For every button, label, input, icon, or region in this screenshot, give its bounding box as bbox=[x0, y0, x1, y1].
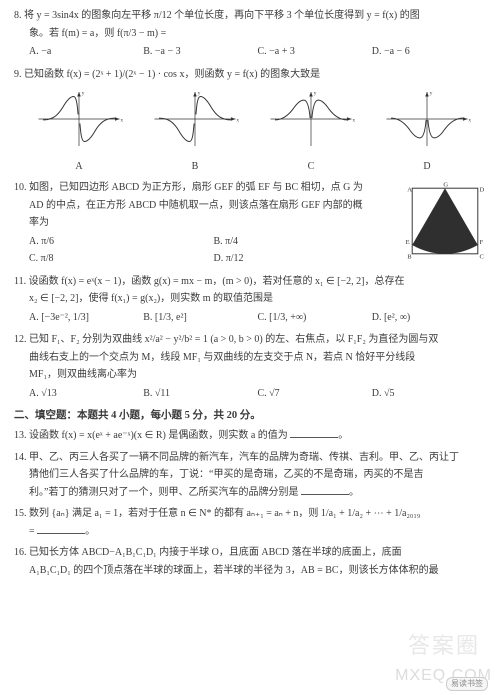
section-2-heading: 二、填空题：本题共 4 小题，每小题 5 分，共 20 分。 bbox=[14, 408, 486, 424]
q13-blank bbox=[290, 428, 338, 438]
q11-opt-d: D. [e², ∞) bbox=[372, 309, 486, 327]
q13-stem: 13. 设函数 f(x) = x(eˣ + ae⁻ˣ)(x ∈ R) 是偶函数，… bbox=[14, 430, 288, 441]
question-8: 8. 将 y = 3sin4x 的图象向左平移 π/12 个单位长度，再向下平移… bbox=[14, 8, 486, 61]
q11-stem-l2: x₂ ∈ [−2, 2]，使得 f(x₁) = g(x₂)，则实数 m 的取值范… bbox=[14, 291, 486, 307]
q9-graph-b: x y B bbox=[140, 86, 250, 174]
q15-l2: = 。 bbox=[14, 524, 486, 540]
q10-options: A. π/6 B. π/4 C. π/8 D. π/12 bbox=[29, 233, 398, 268]
q12-opt-a: A. √13 bbox=[29, 385, 143, 403]
q9-graph-row: x y A x y B bbox=[24, 86, 482, 174]
q10-opt-b: B. π/4 bbox=[214, 233, 399, 251]
q10-stem-l2: AD 的中点，在正方形 ABCD 中随机取一点，则该点落在扇形 GEF 内部的概 bbox=[14, 198, 398, 214]
q12-opt-c: C. √7 bbox=[258, 385, 372, 403]
svg-text:y: y bbox=[430, 91, 433, 97]
q16-l2: A₁B₁C₁D₁ 的四个顶点落在半球的球面上，若半球的半径为 3，AB = BC… bbox=[14, 563, 486, 579]
q9-graph-b-svg: x y bbox=[150, 86, 240, 152]
footer-badge: 易读书签 bbox=[446, 677, 488, 691]
q10-figure-svg: A G D B C E F bbox=[404, 180, 486, 262]
q9-graph-a-svg: x y bbox=[34, 86, 124, 152]
q10-opt-c: C. π/8 bbox=[29, 250, 214, 268]
svg-text:x: x bbox=[236, 118, 239, 124]
q15-blank bbox=[37, 524, 85, 534]
q8-opt-a: A. −a bbox=[29, 43, 143, 61]
q11-stem-l1: 11. 设函数 f(x) = eˣ(x − 1)，函数 g(x) = mx − … bbox=[14, 274, 486, 290]
q10-opt-a: A. π/6 bbox=[29, 233, 214, 251]
question-13: 13. 设函数 f(x) = x(eˣ + ae⁻ˣ)(x ∈ R) 是偶函数，… bbox=[14, 428, 486, 444]
q15-l2-text: = bbox=[29, 526, 35, 537]
q9-graph-d: x y D bbox=[372, 86, 482, 174]
q11-opt-c: C. [1/3, +∞) bbox=[258, 309, 372, 327]
q8-stem-line2: 象。若 f(m) = a，则 f(π/3 − m) = bbox=[14, 26, 486, 42]
svg-text:x: x bbox=[352, 118, 355, 124]
svg-text:G: G bbox=[443, 182, 448, 189]
q9-label-a: A bbox=[24, 159, 134, 175]
q9-graph-d-svg: x y bbox=[382, 86, 472, 152]
q11-options: A. [−3e⁻², 1/3] B. [1/3, e²] C. [1/3, +∞… bbox=[29, 309, 486, 327]
q9-graph-c-svg: x y bbox=[266, 86, 356, 152]
q12-options: A. √13 B. √11 C. √7 D. √5 bbox=[29, 385, 486, 403]
q10-stem-l1: 10. 如图，已知四边形 ABCD 为正方形，扇形 GEF 的弧 EF 与 BC… bbox=[14, 180, 398, 196]
question-16: 16. 已知长方体 ABCD−A₁B₁C₁D₁ 内接于半球 O，且底面 ABCD… bbox=[14, 545, 486, 578]
q11-opt-a: A. [−3e⁻², 1/3] bbox=[29, 309, 143, 327]
q12-opt-b: B. √11 bbox=[143, 385, 257, 403]
q8-opt-d: D. −a − 6 bbox=[372, 43, 486, 61]
q10-opt-d: D. π/12 bbox=[214, 250, 399, 268]
q8-opt-b: B. −a − 3 bbox=[143, 43, 257, 61]
q9-label-d: D bbox=[372, 159, 482, 175]
svg-text:E: E bbox=[406, 239, 410, 246]
svg-text:x: x bbox=[120, 118, 123, 124]
q16-l1: 16. 已知长方体 ABCD−A₁B₁C₁D₁ 内接于半球 O，且底面 ABCD… bbox=[14, 545, 486, 561]
svg-text:y: y bbox=[82, 91, 85, 97]
svg-text:y: y bbox=[314, 91, 317, 97]
svg-text:y: y bbox=[198, 91, 201, 97]
q9-graph-a: x y A bbox=[24, 86, 134, 174]
question-9: 9. 已知函数 f(x) = (2ˣ + 1)/(2ˣ − 1) · cos x… bbox=[14, 67, 486, 175]
svg-text:B: B bbox=[407, 254, 412, 261]
q10-stem-l3: 率为 bbox=[14, 215, 398, 231]
q12-stem-l2: 曲线右支上的一个交点为 M，线段 MF₁ 与双曲线的左支交于点 N，若点 N 恰… bbox=[14, 350, 486, 366]
q9-label-c: C bbox=[256, 159, 366, 175]
q12-opt-d: D. √5 bbox=[372, 385, 486, 403]
q10-figure: A G D B C E F bbox=[404, 180, 486, 268]
q14-l3-text: 利。”若丁的猜测只对了一个，则甲、乙所买汽车的品牌分别是 bbox=[29, 487, 298, 498]
watermark-cn: 答案圈 bbox=[408, 629, 480, 663]
q8-options: A. −a B. −a − 3 C. −a + 3 D. −a − 6 bbox=[29, 43, 486, 61]
q14-blank bbox=[301, 485, 349, 495]
question-12: 12. 已知 F₁、F₂ 分别为双曲线 x²/a² − y²/b² = 1 (a… bbox=[14, 332, 486, 402]
q9-stem: 9. 已知函数 f(x) = (2ˣ + 1)/(2ˣ − 1) · cos x… bbox=[14, 67, 486, 83]
q8-stem-line1: 8. 将 y = 3sin4x 的图象向左平移 π/12 个单位长度，再向下平移… bbox=[14, 8, 486, 24]
svg-text:A: A bbox=[407, 186, 412, 193]
svg-text:x: x bbox=[468, 118, 471, 124]
svg-text:C: C bbox=[479, 254, 483, 261]
question-14: 14. 甲、乙、丙三人各买了一辆不同品牌的新汽车，汽车的品牌为奇瑞、传祺、吉利。… bbox=[14, 450, 486, 501]
q12-stem-l3: MF₁，则双曲线离心率为 bbox=[14, 367, 486, 383]
q15-l1: 15. 数列 {aₙ} 满足 a₁ = 1，若对于任意 n ∈ N* 的都有 a… bbox=[14, 506, 486, 522]
question-11: 11. 设函数 f(x) = eˣ(x − 1)，函数 g(x) = mx − … bbox=[14, 274, 486, 327]
question-10: 10. 如图，已知四边形 ABCD 为正方形，扇形 GEF 的弧 EF 与 BC… bbox=[14, 180, 486, 268]
q14-l1: 14. 甲、乙、丙三人各买了一辆不同品牌的新汽车，汽车的品牌为奇瑞、传祺、吉利。… bbox=[14, 450, 486, 466]
q14-l3: 利。”若丁的猜测只对了一个，则甲、乙所买汽车的品牌分别是 。 bbox=[14, 485, 486, 501]
q12-stem-l1: 12. 已知 F₁、F₂ 分别为双曲线 x²/a² − y²/b² = 1 (a… bbox=[14, 332, 486, 348]
question-15: 15. 数列 {aₙ} 满足 a₁ = 1，若对于任意 n ∈ N* 的都有 a… bbox=[14, 506, 486, 539]
q9-label-b: B bbox=[140, 159, 250, 175]
q11-opt-b: B. [1/3, e²] bbox=[143, 309, 257, 327]
q8-opt-c: C. −a + 3 bbox=[258, 43, 372, 61]
q14-l2: 猜他们三人各买了什么品牌的车，丁说：“甲买的是奇瑞，乙买的不是奇瑞，丙买的不是吉 bbox=[14, 467, 486, 483]
q9-graph-c: x y C bbox=[256, 86, 366, 174]
svg-text:D: D bbox=[479, 186, 484, 193]
svg-text:F: F bbox=[479, 239, 483, 246]
